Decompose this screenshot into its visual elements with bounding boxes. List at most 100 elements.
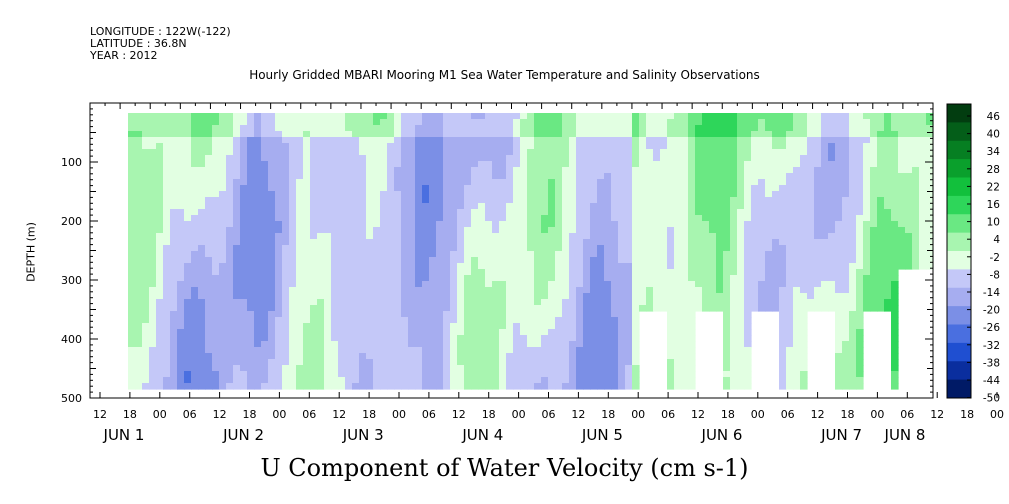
heatmap-cell <box>317 383 325 390</box>
heatmap-cell <box>219 119 227 126</box>
heatmap-cell <box>289 257 297 264</box>
heatmap-cell <box>226 311 234 318</box>
heatmap-cell <box>751 305 759 312</box>
heatmap-cell <box>639 155 647 162</box>
heatmap-cell <box>632 143 640 150</box>
heatmap-cell <box>289 179 297 186</box>
heatmap-cell <box>555 257 563 264</box>
heatmap-cell <box>212 263 220 270</box>
heatmap-cell <box>380 131 388 138</box>
heatmap-cell <box>184 185 192 192</box>
heatmap-cell <box>233 179 241 186</box>
heatmap-cell <box>513 347 521 354</box>
heatmap-cell <box>282 299 290 306</box>
heatmap-cell <box>450 269 458 276</box>
heatmap-cell <box>450 311 458 318</box>
heatmap-cell <box>485 293 493 300</box>
heatmap-cell <box>359 173 367 180</box>
heatmap-cell <box>156 323 164 330</box>
heatmap-cell <box>310 305 318 312</box>
heatmap-cell <box>240 227 248 234</box>
heatmap-cell <box>583 221 591 228</box>
heatmap-cell <box>534 185 542 192</box>
heatmap-cell <box>401 143 409 150</box>
heatmap-cell <box>590 383 598 390</box>
heatmap-cell <box>394 269 402 276</box>
heatmap-cell <box>156 227 164 234</box>
heatmap-cell <box>373 329 381 336</box>
heatmap-cell <box>198 359 206 366</box>
heatmap-cell <box>744 347 752 354</box>
heatmap-cell <box>772 245 780 252</box>
heatmap-cell <box>310 287 318 294</box>
heatmap-cell <box>849 311 857 318</box>
heatmap-cell <box>436 347 444 354</box>
heatmap-cell <box>478 305 486 312</box>
heatmap-cell <box>870 179 878 186</box>
heatmap-cell <box>716 203 724 210</box>
heatmap-cell <box>422 347 430 354</box>
heatmap-cell <box>835 149 843 156</box>
heatmap-cell <box>779 311 787 318</box>
heatmap-cell <box>856 257 864 264</box>
heatmap-cell <box>128 125 136 132</box>
heatmap-cell <box>821 293 829 300</box>
heatmap-cell <box>800 347 808 354</box>
heatmap-cell <box>695 173 703 180</box>
heatmap-cell <box>632 275 640 282</box>
heatmap-cell <box>198 365 206 372</box>
heatmap-cell <box>716 221 724 228</box>
heatmap-cell <box>303 191 311 198</box>
heatmap-cell <box>555 191 563 198</box>
heatmap-cell <box>436 305 444 312</box>
heatmap-cell <box>205 149 213 156</box>
heatmap-cell <box>625 353 633 360</box>
heatmap-cell <box>471 335 479 342</box>
heatmap-cell <box>219 383 227 390</box>
heatmap-cell <box>611 335 619 342</box>
heatmap-cell <box>856 371 864 378</box>
heatmap-cell <box>639 287 647 294</box>
heatmap-cell <box>842 293 850 300</box>
heatmap-cell <box>520 119 528 126</box>
heatmap-cell <box>331 185 339 192</box>
heatmap-cell <box>212 317 220 324</box>
heatmap-cell <box>856 203 864 210</box>
heatmap-cell <box>303 173 311 180</box>
heatmap-cell <box>926 161 934 168</box>
heatmap-cell <box>576 317 584 324</box>
heatmap-cell <box>926 257 934 264</box>
heatmap-cell <box>576 197 584 204</box>
heatmap-cell <box>254 293 262 300</box>
heatmap-cell <box>366 299 374 306</box>
heatmap-cell <box>135 371 143 378</box>
heatmap-cell <box>569 281 577 288</box>
heatmap-cell <box>289 377 297 384</box>
heatmap-cell <box>289 173 297 180</box>
heatmap-cell <box>303 221 311 228</box>
heatmap-cell <box>317 281 325 288</box>
heatmap-cell <box>436 197 444 204</box>
heatmap-cell <box>793 137 801 144</box>
heatmap-cell <box>849 143 857 150</box>
heatmap-cell <box>618 131 626 138</box>
heatmap-cell <box>338 281 346 288</box>
heatmap-cell <box>450 305 458 312</box>
heatmap-cell <box>198 125 206 132</box>
heatmap-cell <box>338 161 346 168</box>
heatmap-cell <box>856 149 864 156</box>
heatmap-cell <box>499 377 507 384</box>
heatmap-cell <box>814 131 822 138</box>
heatmap-cell <box>660 269 668 276</box>
heatmap-cell <box>814 257 822 264</box>
heatmap-cell <box>478 377 486 384</box>
heatmap-cell <box>247 311 255 318</box>
heatmap-cell <box>268 215 276 222</box>
heatmap-cell <box>205 131 213 138</box>
heatmap-cell <box>730 353 738 360</box>
heatmap-cell <box>345 251 353 258</box>
heatmap-cell <box>919 137 927 144</box>
heatmap-cell <box>303 185 311 192</box>
heatmap-cell <box>653 173 661 180</box>
heatmap-cell <box>401 185 409 192</box>
